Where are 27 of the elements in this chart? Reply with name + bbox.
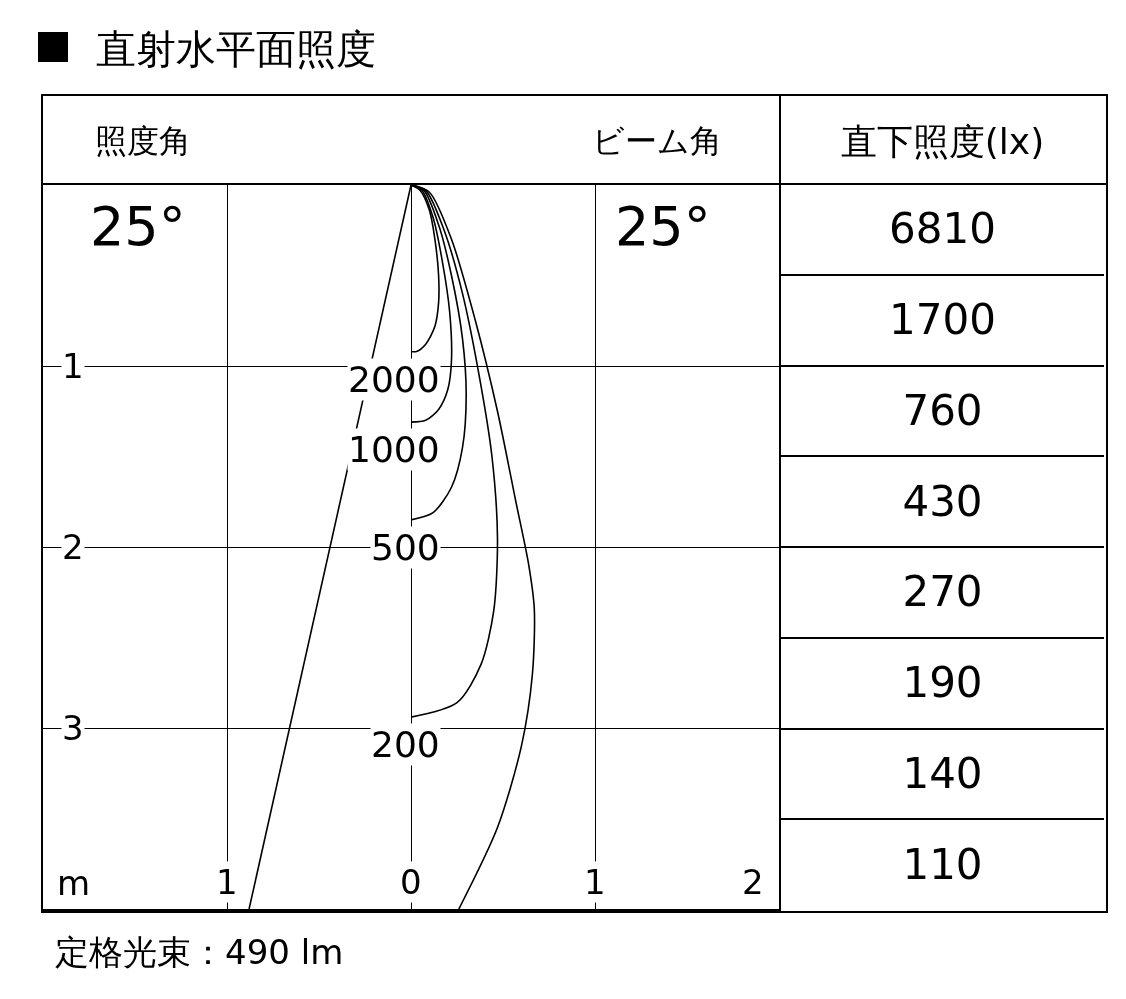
- data-label: 140: [901, 748, 984, 798]
- data-label: 430: [901, 476, 984, 526]
- x-tick-label: 0: [400, 862, 422, 902]
- text: 定格光束：490 lm: [55, 931, 344, 974]
- data-label: 760: [901, 385, 984, 435]
- annotation: 25°: [90, 195, 186, 258]
- text: ビーム角: [592, 121, 722, 162]
- series-label: 200: [371, 724, 440, 765]
- x-tick-label: 2: [742, 862, 764, 902]
- data-label: 1700: [888, 295, 997, 345]
- annotation: 25°: [615, 195, 711, 258]
- x-tick-label: 1: [584, 862, 606, 902]
- series-label: 2000: [348, 359, 440, 400]
- chart-title: 直射水平面照度: [96, 25, 376, 74]
- x-axis-title: m: [57, 863, 91, 903]
- y-tick-label: 3: [62, 708, 84, 748]
- y-tick-label: 2: [62, 527, 84, 567]
- series-label: 1000: [348, 429, 440, 470]
- data-label: 6810: [888, 204, 997, 254]
- x-tick-label: 1: [216, 862, 238, 902]
- text: 直下照度(lx): [839, 120, 1046, 164]
- data-label: 270: [901, 567, 984, 617]
- text: 照度角: [95, 121, 191, 162]
- y-tick-label: 1: [62, 346, 84, 386]
- data-label: 110: [901, 839, 984, 889]
- data-label: 190: [901, 658, 984, 708]
- series-label: 500: [371, 527, 440, 568]
